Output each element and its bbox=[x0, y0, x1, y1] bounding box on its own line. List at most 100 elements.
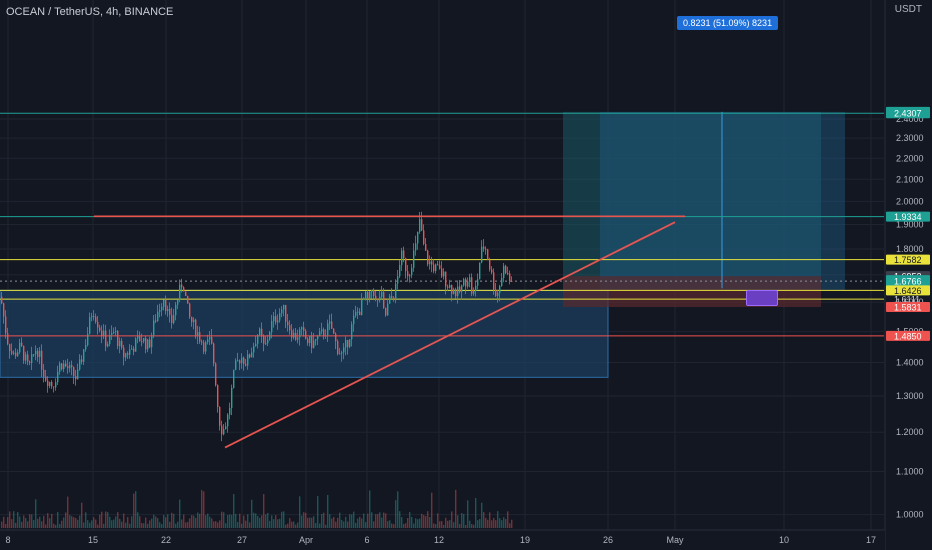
volume-bar bbox=[465, 524, 467, 528]
volume-bar bbox=[19, 516, 21, 528]
volume-bar bbox=[473, 524, 475, 528]
volume-bar bbox=[69, 515, 71, 528]
price-tick-label: 2.0000 bbox=[896, 196, 924, 206]
candle-body bbox=[189, 303, 191, 317]
candle-body bbox=[481, 246, 483, 263]
candle-body bbox=[97, 321, 99, 328]
trend-lines bbox=[94, 215, 685, 449]
candle-body bbox=[287, 321, 289, 326]
volume-bar bbox=[193, 515, 195, 528]
volume-bar bbox=[469, 520, 471, 528]
candle-body bbox=[205, 342, 207, 352]
volume-bar bbox=[169, 521, 171, 528]
volume-bar bbox=[493, 517, 495, 528]
time-tick-label: 15 bbox=[88, 535, 98, 545]
candle-body bbox=[121, 340, 123, 348]
candle-body bbox=[489, 259, 491, 270]
candle-body bbox=[483, 246, 485, 249]
candle-body bbox=[281, 309, 283, 314]
volume-bar bbox=[209, 516, 211, 528]
price-tick-label: 2.1000 bbox=[896, 174, 924, 184]
volume-bar bbox=[281, 511, 283, 528]
volume-bar bbox=[367, 513, 369, 528]
volume-bar bbox=[353, 511, 355, 528]
price-tick-label: 2.2000 bbox=[896, 153, 924, 163]
candle-body bbox=[419, 219, 421, 232]
volume-bar bbox=[119, 518, 121, 528]
volume-bar bbox=[431, 492, 433, 528]
candle-body bbox=[183, 287, 185, 292]
candle-body bbox=[349, 339, 351, 347]
volume-bar bbox=[255, 513, 257, 528]
price-label: 2.4307 bbox=[894, 109, 922, 119]
candle-body bbox=[89, 317, 91, 334]
candles bbox=[1, 211, 513, 442]
candle-body bbox=[475, 285, 477, 291]
volume-bar bbox=[265, 514, 267, 528]
volume-bar bbox=[131, 516, 133, 528]
candle-body bbox=[509, 273, 511, 281]
candle-body bbox=[33, 354, 35, 356]
candle-body bbox=[365, 292, 367, 299]
volume-bar bbox=[309, 517, 311, 528]
candle-body bbox=[87, 333, 89, 346]
candle-body bbox=[345, 340, 347, 348]
candle-body bbox=[51, 382, 53, 387]
volume-bar bbox=[273, 519, 275, 528]
candle-body bbox=[359, 311, 361, 315]
volume-bar bbox=[337, 517, 339, 528]
volume-bar bbox=[445, 517, 447, 528]
candle-body bbox=[299, 329, 301, 338]
volume-bar bbox=[335, 521, 337, 528]
volume-bar bbox=[163, 514, 165, 528]
candle-body bbox=[381, 292, 383, 297]
candle-body bbox=[233, 369, 235, 388]
volume-bar bbox=[11, 519, 13, 528]
volume-bar bbox=[447, 520, 449, 528]
candle-body bbox=[263, 336, 265, 344]
time-axis[interactable]: 8 15 22 27 Apr 6 12 19 26 May 10 17 bbox=[0, 529, 885, 550]
candle-body bbox=[103, 330, 105, 336]
candle-body bbox=[163, 299, 165, 307]
candle-body bbox=[197, 332, 199, 337]
candle-body bbox=[93, 316, 95, 318]
price-axis[interactable]: 2.4000 2.3000 2.2000 2.1000 2.0000 1.9000 1.80… bbox=[884, 0, 932, 550]
candle-body bbox=[463, 279, 465, 286]
volume-bar bbox=[407, 518, 409, 528]
volume-bar bbox=[215, 521, 217, 528]
candle-body bbox=[213, 343, 215, 364]
candle-body bbox=[95, 316, 97, 322]
volume-bar bbox=[303, 512, 305, 528]
alert-flag-icon[interactable] bbox=[746, 290, 778, 306]
candle-body bbox=[75, 376, 77, 380]
candle-body bbox=[113, 332, 115, 334]
candle-body bbox=[273, 316, 275, 322]
candle-body bbox=[271, 321, 273, 333]
candle-body bbox=[231, 387, 233, 408]
candle-body bbox=[201, 341, 203, 343]
volume-bar bbox=[89, 522, 91, 528]
volume-bar bbox=[417, 519, 419, 528]
candle-body bbox=[161, 306, 163, 310]
candle-body bbox=[181, 284, 183, 288]
candle-body bbox=[491, 269, 493, 273]
volume-bar bbox=[241, 523, 243, 528]
candle-body bbox=[9, 344, 11, 352]
volume-bar bbox=[143, 523, 145, 528]
candle-body bbox=[329, 321, 331, 324]
volume-bar bbox=[365, 522, 367, 528]
candle-body bbox=[171, 314, 173, 323]
volume-bar bbox=[41, 521, 43, 528]
candle-body bbox=[41, 350, 43, 370]
candle-body bbox=[47, 380, 49, 386]
volume-bar bbox=[205, 515, 207, 528]
candle-body bbox=[219, 406, 221, 426]
volume-bar bbox=[511, 519, 513, 528]
volume-bar bbox=[87, 520, 89, 528]
candle-body bbox=[133, 348, 135, 352]
volume-bar bbox=[201, 490, 203, 528]
volume-bar bbox=[33, 519, 35, 528]
volume-bar bbox=[17, 512, 19, 528]
volume-bar bbox=[227, 515, 229, 528]
